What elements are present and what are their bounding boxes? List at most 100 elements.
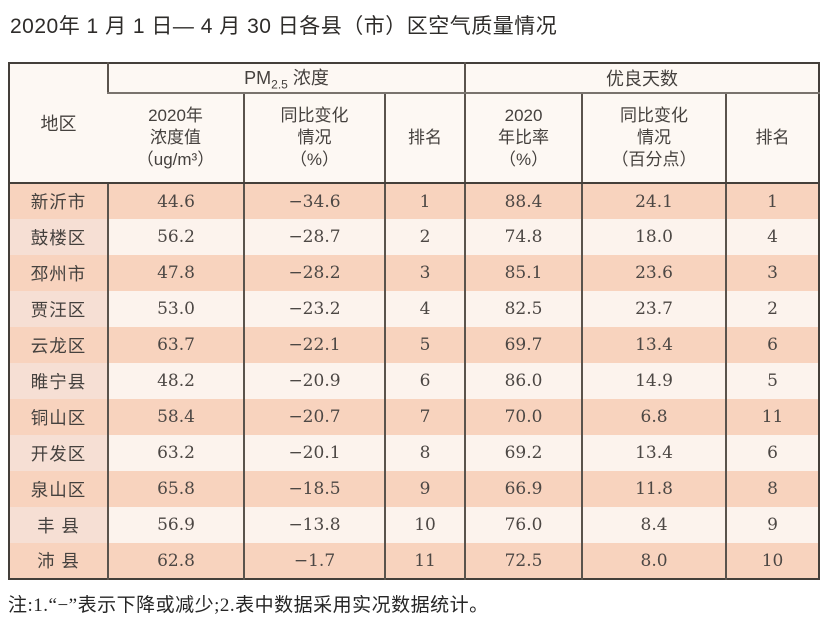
good-change-cell: 13.4 [581, 327, 727, 363]
pm-rank-cell: 9 [383, 471, 466, 507]
pm-value-cell: 58.4 [107, 399, 244, 435]
region-cell: 邳州市 [9, 255, 108, 291]
pm-value-cell: 53.0 [107, 291, 244, 327]
pm-change-cell: −28.2 [243, 255, 385, 291]
good-rank-cell: 1 [725, 183, 820, 219]
air-quality-table: 地区 PM2.5 浓度 优良天数 2020年 浓度值 （ug/m³） 同比变化 … [8, 62, 821, 580]
pm-rank-cell: 4 [383, 291, 466, 327]
pm-rank-cell: 3 [383, 255, 466, 291]
pm-rank-cell: 1 [383, 183, 466, 219]
pm-value-cell: 63.7 [107, 327, 244, 363]
good-change-cell: 13.4 [581, 435, 727, 471]
good-ratio-cell: 70.0 [464, 399, 583, 435]
good-ratio-cell: 69.2 [464, 435, 583, 471]
good-ratio-cell: 72.5 [464, 543, 583, 579]
good-ratio-cell: 76.0 [464, 507, 583, 543]
good-rank-cell: 2 [725, 291, 820, 327]
good-ratio-cell: 82.5 [464, 291, 583, 327]
header-group-row: 地区 PM2.5 浓度 优良天数 [9, 63, 820, 184]
table-row: 鼓楼区 56.2 −28.7 2 74.8 18.0 4 [9, 219, 820, 255]
pm-rank-cell: 7 [383, 399, 466, 435]
pm-value-cell: 63.2 [107, 435, 244, 471]
good-ratio-cell: 88.4 [464, 183, 583, 219]
pm-change-cell: −20.7 [243, 399, 385, 435]
pm-rank-cell: 11 [383, 543, 466, 579]
table-row: 邳州市 47.8 −28.2 3 85.1 23.6 3 [9, 255, 820, 291]
subheader-pm-change: 同比变化 情况 （%） [243, 93, 385, 184]
good-change-cell: 8.4 [581, 507, 727, 543]
good-change-cell: 24.1 [581, 183, 727, 219]
pm-value-cell: 47.8 [107, 255, 244, 291]
subheader-good-rank: 排名 [725, 93, 820, 184]
pm25-subscript: 2.5 [271, 77, 288, 92]
pm-change-cell: −28.7 [243, 219, 385, 255]
pm-value-cell: 44.6 [107, 183, 244, 219]
region-cell: 云龙区 [9, 327, 108, 363]
region-cell: 睢宁县 [9, 363, 108, 399]
subheader-pm-rank: 排名 [383, 93, 466, 184]
table-row: 睢宁县 48.2 −20.9 6 86.0 14.9 5 [9, 363, 820, 399]
pm-change-cell: −13.8 [243, 507, 385, 543]
footnote: 注:1.“−”表示下降或减少;2.表中数据采用实况数据统计。 [8, 595, 489, 616]
good-change-cell: 14.9 [581, 363, 727, 399]
pm-rank-cell: 6 [383, 363, 466, 399]
good-ratio-cell: 69.7 [464, 327, 583, 363]
subheader-good-ratio: 2020 年比率 （%） [464, 93, 583, 184]
good-rank-cell: 11 [725, 399, 820, 435]
region-cell: 铜山区 [9, 399, 108, 435]
good-ratio-cell: 66.9 [464, 471, 583, 507]
pm-change-cell: −23.2 [243, 291, 385, 327]
pm-change-cell: −1.7 [243, 543, 385, 579]
good-ratio-cell: 74.8 [464, 219, 583, 255]
pm-rank-cell: 2 [383, 219, 466, 255]
header-good-days-group: 优良天数 [464, 63, 820, 94]
good-rank-cell: 4 [725, 219, 820, 255]
good-change-cell: 23.6 [581, 255, 727, 291]
region-cell: 丰 县 [9, 507, 108, 543]
good-ratio-cell: 86.0 [464, 363, 583, 399]
header-sub-row: 2020年 浓度值 （ug/m³） 同比变化 情况 （%） 排名 2020 年比… [9, 93, 820, 184]
pm-change-cell: −22.1 [243, 327, 385, 363]
good-rank-cell: 9 [725, 507, 820, 543]
region-cell: 新沂市 [9, 183, 108, 219]
region-cell: 开发区 [9, 435, 108, 471]
good-change-cell: 23.7 [581, 291, 727, 327]
region-cell: 贾汪区 [9, 291, 108, 327]
good-rank-cell: 3 [725, 255, 820, 291]
table-row: 丰 县 56.9 −13.8 10 76.0 8.4 9 [9, 507, 820, 543]
pm-change-cell: −20.1 [243, 435, 385, 471]
pm-value-cell: 62.8 [107, 543, 244, 579]
subheader-pm-value: 2020年 浓度值 （ug/m³） [108, 93, 244, 184]
header-region: 地区 [9, 63, 108, 184]
good-change-cell: 8.0 [581, 543, 727, 579]
good-rank-cell: 10 [725, 543, 820, 579]
pm-rank-cell: 5 [383, 327, 466, 363]
table-body: 新沂市 44.6 −34.6 1 88.4 24.1 1 鼓楼区 56.2 −28.7 2 74.8 1… [9, 183, 820, 579]
pm-value-cell: 56.2 [107, 219, 244, 255]
region-cell: 泉山区 [9, 471, 108, 507]
pm-value-cell: 65.8 [107, 471, 244, 507]
table-row: 铜山区 58.4 −20.7 7 70.0 6.8 11 [9, 399, 820, 435]
table-row: 贾汪区 53.0 −23.2 4 82.5 23.7 2 [9, 291, 820, 327]
table-row: 沛 县 62.8 −1.7 11 72.5 8.0 10 [9, 543, 820, 579]
good-change-cell: 18.0 [581, 219, 727, 255]
region-cell: 鼓楼区 [9, 219, 108, 255]
pm-change-cell: −18.5 [243, 471, 385, 507]
good-rank-cell: 5 [725, 363, 820, 399]
table-row: 云龙区 63.7 −22.1 5 69.7 13.4 6 [9, 327, 820, 363]
good-rank-cell: 6 [725, 435, 820, 471]
pm25-label: PM [244, 68, 272, 89]
region-cell: 沛 县 [9, 543, 108, 579]
table-row: 开发区 63.2 −20.1 8 69.2 13.4 6 [9, 435, 820, 471]
pm25-label-suffix: 浓度 [287, 68, 329, 89]
good-change-cell: 11.8 [581, 471, 727, 507]
header-pm25-group: PM2.5 浓度 [106, 63, 466, 94]
pm-rank-cell: 8 [383, 435, 466, 471]
good-rank-cell: 8 [725, 471, 820, 507]
pm-value-cell: 56.9 [107, 507, 244, 543]
subheader-good-change: 同比变化 情况 （百分点） [581, 93, 727, 184]
good-change-cell: 6.8 [581, 399, 727, 435]
table-row: 泉山区 65.8 −18.5 9 66.9 11.8 8 [9, 471, 820, 507]
pm-value-cell: 48.2 [107, 363, 244, 399]
pm-rank-cell: 10 [383, 507, 466, 543]
